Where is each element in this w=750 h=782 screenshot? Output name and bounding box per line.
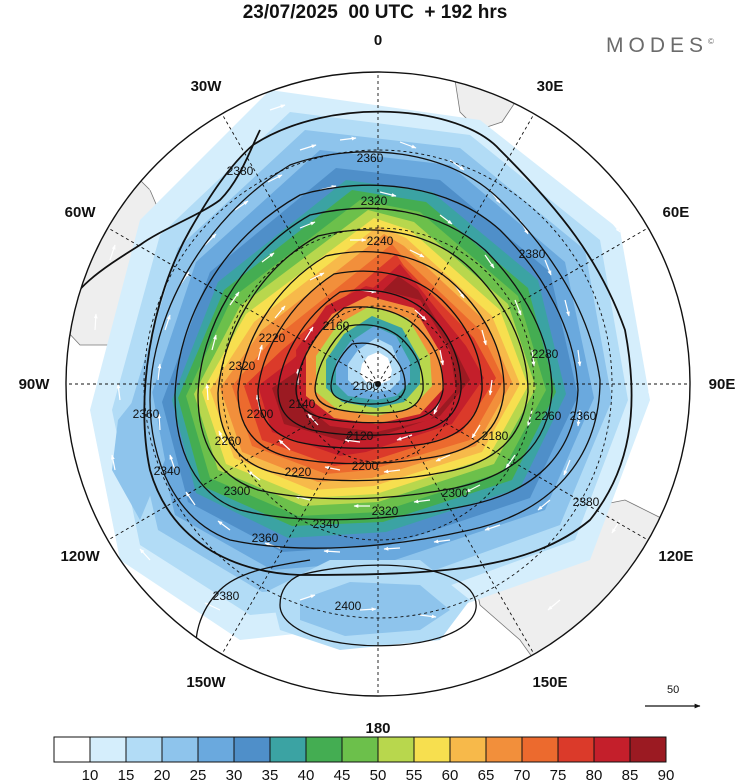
colorbar-label: 10: [82, 767, 99, 782]
lon-label-30e: 30E: [537, 78, 564, 95]
colorbar-swatch: [341, 736, 379, 763]
colorbar-label: 55: [406, 767, 423, 782]
colorbar-swatch: [89, 736, 127, 763]
colorbar-label: 45: [334, 767, 351, 782]
wind-reference: 50: [645, 684, 701, 709]
colorbar-swatch: [485, 736, 523, 763]
contour-label-2120: 2120: [347, 429, 374, 443]
colorbar-label: 35: [262, 767, 279, 782]
contour-label-2380: 2380: [573, 495, 600, 509]
contour-label-2320: 2320: [361, 194, 388, 208]
contour-label-2100: 2100: [353, 379, 380, 393]
wind-reference-value: 50: [667, 684, 679, 696]
colorbar-label: 65: [478, 767, 495, 782]
contour-label-2360: 2360: [133, 407, 160, 421]
lon-label-60e: 60E: [663, 204, 690, 221]
contour-label-2200: 2200: [247, 407, 274, 421]
colorbar-label: 60: [442, 767, 459, 782]
colorbar-swatch: [305, 736, 343, 763]
brand-logo: MODES©: [606, 34, 714, 58]
colorbar-swatch: [593, 736, 631, 763]
colorbar-label: 25: [190, 767, 207, 782]
contour-label-2180: 2180: [482, 429, 509, 443]
colorbar-label: 90: [658, 767, 675, 782]
contour-label-2340: 2340: [313, 517, 340, 531]
colorbar-swatch: [233, 736, 271, 763]
pole-marker: [375, 381, 381, 387]
colorbar-label: 70: [514, 767, 531, 782]
colorbar-label: 85: [622, 767, 639, 782]
contour-label-2220: 2220: [259, 331, 286, 345]
contour-label-2360: 2360: [357, 151, 384, 165]
contour-label-2360: 2360: [570, 409, 597, 423]
colorbar-swatch: [449, 736, 487, 763]
colorbar-swatch: [377, 736, 415, 763]
colorbar-swatch: [413, 736, 451, 763]
lon-label-90e: 90E: [709, 376, 736, 393]
colorbar-swatch: [557, 736, 595, 763]
contour-label-2300: 2300: [442, 486, 469, 500]
contour-label-2380: 2380: [227, 164, 254, 178]
contour-label-2140: 2140: [289, 397, 316, 411]
lon-label-150w: 150W: [186, 674, 226, 691]
contour-label-2160: 2160: [323, 319, 350, 333]
contour-label-2220: 2220: [285, 465, 312, 479]
colorbar-swatch: [161, 736, 199, 763]
colorbar-label: 30: [226, 767, 243, 782]
colorbar-swatch: [53, 736, 91, 763]
contour-label-2260: 2260: [535, 409, 562, 423]
contour-lines: [66, 110, 633, 666]
colorbar: [53, 736, 667, 763]
lon-label-180: 180: [365, 720, 390, 737]
map-disk: [66, 72, 690, 696]
brand-mark: ©: [708, 37, 714, 46]
graticule: [66, 72, 690, 696]
map-border: [65, 71, 691, 697]
colorbar-swatch: [629, 736, 667, 763]
contour-label-2380: 2380: [213, 589, 240, 603]
contour-labels: 2100 2120 2140 2160 2180 2200 2200 2220 2220 2240…: [133, 151, 600, 613]
colorbar-swatch: [521, 736, 559, 763]
contour-label-2300: 2300: [224, 484, 251, 498]
colorbar-label: 15: [118, 767, 135, 782]
colorbar-label: 40: [298, 767, 315, 782]
colorbar-swatch: [125, 736, 163, 763]
contour-label-2320: 2320: [229, 359, 256, 373]
lon-label-0: 0: [374, 32, 382, 49]
contour-label-2280: 2280: [532, 347, 559, 361]
colorbar-labels: 10 15 20 25 30 35 40 45 50 55 60 65 70 75 80 85 90: [82, 767, 675, 782]
lon-label-120w: 120W: [61, 548, 101, 565]
contour-label-2260: 2260: [215, 434, 242, 448]
lon-label-120e: 120E: [658, 548, 693, 565]
contour-label-2360: 2360: [252, 531, 279, 545]
longitude-labels: 0 30E 60E 90E 120E 150E 180 150W 120W 90W 60W 30W: [19, 32, 736, 737]
colorbar-label: 75: [550, 767, 567, 782]
contour-label-2380: 2380: [519, 247, 546, 261]
colorbar-label: 80: [586, 767, 603, 782]
contour-label-2200: 2200: [352, 459, 379, 473]
colorbar-label: 50: [370, 767, 387, 782]
colorbar-swatch: [197, 736, 235, 763]
contour-label-2400: 2400: [335, 599, 362, 613]
colorbar-swatch: [269, 736, 307, 763]
wind-vectors: [93, 98, 652, 682]
contour-label-2320: 2320: [372, 504, 399, 518]
lon-label-60w: 60W: [65, 204, 97, 221]
colorbar-label: 20: [154, 767, 171, 782]
contour-label-2340: 2340: [154, 464, 181, 478]
lon-label-90w: 90W: [19, 376, 51, 393]
brand-text: MODES: [606, 34, 709, 57]
contour-label-2240: 2240: [367, 234, 394, 248]
lon-label-30w: 30W: [191, 78, 223, 95]
lon-label-150e: 150E: [532, 674, 567, 691]
map-title: 23/07/2025 00 UTC + 192 hrs: [242, 2, 508, 23]
